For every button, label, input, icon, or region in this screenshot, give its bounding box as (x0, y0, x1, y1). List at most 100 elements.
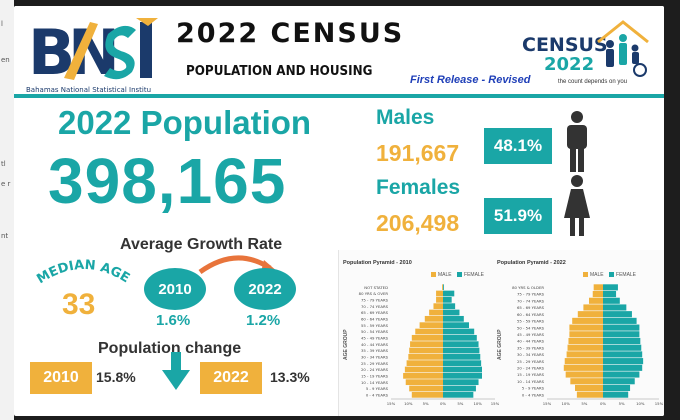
median-age-value: 33 (62, 288, 96, 321)
male-bar (566, 351, 603, 358)
edge-text: e r (1, 180, 11, 188)
male-bar (565, 371, 603, 378)
female-bar (603, 378, 635, 385)
age-group-label: 65 - 69 YEARS (517, 305, 545, 310)
female-bar (603, 391, 629, 398)
male-bar (569, 324, 603, 331)
female-bar (443, 315, 464, 322)
age-group-label: 15 - 19 YEARS (361, 373, 389, 378)
age-group-label: 0 - 4 YEARS (366, 392, 389, 397)
change-title: Population change (98, 340, 242, 357)
male-bar (589, 297, 603, 304)
change-year-2010: 2010 (30, 362, 92, 394)
female-bar (603, 317, 637, 324)
male-bar (570, 378, 603, 385)
female-bar (443, 353, 481, 360)
male-bar (404, 366, 443, 373)
male-bar (419, 322, 443, 329)
age-group-label: 55 - 59 YEARS (517, 319, 545, 324)
female-bar (603, 331, 640, 338)
female-bar (603, 304, 627, 311)
male-bar (408, 353, 443, 360)
legend-female: FEMALE (464, 272, 485, 278)
age-group-label: 35 - 39 YEARS (361, 348, 389, 353)
pyramid-2022-title: Population Pyramid - 2022 (497, 260, 566, 266)
female-bar (443, 296, 452, 303)
bnsi-logo-icon: B N (24, 14, 160, 86)
male-bar (576, 391, 603, 398)
female-bar (443, 309, 460, 316)
page-title: 2022 CENSUS (176, 18, 405, 49)
age-group-label: 80 YRS & OLDER (512, 285, 544, 290)
age-group-label: 75 - 79 YEARS (517, 292, 545, 297)
male-bar (575, 384, 603, 391)
edge-text: l (1, 20, 3, 28)
age-group-label: 30 - 34 YEARS (361, 354, 389, 359)
male-bar (569, 331, 603, 338)
legend-female: FEMALE (616, 272, 637, 278)
age-group-label: 60 - 64 YEARS (361, 316, 389, 321)
age-group-label: 30 - 34 YEARS (517, 352, 545, 357)
x-tick-label: 10% (561, 401, 570, 406)
male-bar (436, 296, 443, 303)
census-logo-year: 2022 (544, 54, 595, 75)
female-bar (603, 337, 641, 345)
male-bar (593, 284, 603, 291)
males-label: Males (376, 106, 435, 129)
male-bar (433, 303, 443, 310)
edge-text: tl (1, 160, 6, 168)
male-bar (406, 360, 443, 367)
male-bar (424, 315, 443, 322)
female-bar (603, 344, 642, 351)
pyramid-2010-title: Population Pyramid - 2010 (343, 260, 412, 266)
female-bar (443, 347, 480, 354)
female-figure-icon (564, 175, 590, 236)
male-bar (415, 328, 443, 335)
pyramid-2022-legend: MALE FEMALE (579, 272, 636, 278)
male-bar (410, 341, 443, 348)
age-group-label: 40 - 44 YEARS (361, 342, 389, 347)
female-bar (603, 297, 620, 304)
census-logo-word: CENSUS (522, 34, 608, 56)
age-group-label: 35 - 39 YEARS (517, 345, 545, 350)
age-group-label: NOT STATED (364, 285, 388, 290)
age-group-label: 25 - 29 YEARS (361, 361, 389, 366)
female-bar (443, 372, 482, 379)
x-tick-label: 15% (543, 401, 552, 406)
x-tick-label: 10% (404, 401, 413, 406)
age-group-label: 55 - 59 YEARS (361, 323, 389, 328)
female-bar (603, 311, 632, 318)
census-infographic[interactable]: B N Bahamas National Statistical Institu… (14, 6, 664, 416)
females-percent-badge: 51.9% (484, 198, 552, 234)
x-tick-label: 15% (491, 401, 500, 406)
legend-male: MALE (590, 272, 604, 278)
male-bar (577, 311, 603, 318)
female-bar (443, 334, 477, 341)
growth-from-year: 2010 (144, 268, 206, 310)
age-group-label: 45 - 49 YEARS (517, 332, 545, 337)
female-bar (443, 290, 455, 297)
female-bar (603, 364, 643, 371)
age-group-label: 15 - 19 YEARS (517, 372, 545, 377)
female-bar (603, 291, 617, 298)
female-bar (443, 341, 479, 348)
x-tick-label: 0% (440, 401, 446, 406)
male-figure-icon (567, 111, 587, 172)
header-divider (14, 94, 664, 98)
age-group-label: 45 - 49 YEARS (361, 335, 389, 340)
age-group-label: 80 YRS & OVER (359, 291, 389, 296)
age-group-label: 20 - 24 YEARS (361, 367, 389, 372)
female-bar (603, 371, 640, 378)
male-bar (436, 290, 443, 297)
male-bar (568, 337, 603, 345)
age-group-label: 75 - 79 YEARS (361, 297, 389, 302)
female-bar (443, 385, 476, 392)
down-arrow-icon (162, 352, 190, 390)
median-age-label: MEDIAN AGE (36, 258, 132, 287)
age-group-label: 50 - 54 YEARS (361, 329, 389, 334)
growth-to-year: 2022 (234, 268, 296, 310)
male-bar (411, 334, 443, 341)
age-group-label: 20 - 24 YEARS (517, 366, 545, 371)
female-bar (443, 366, 482, 373)
